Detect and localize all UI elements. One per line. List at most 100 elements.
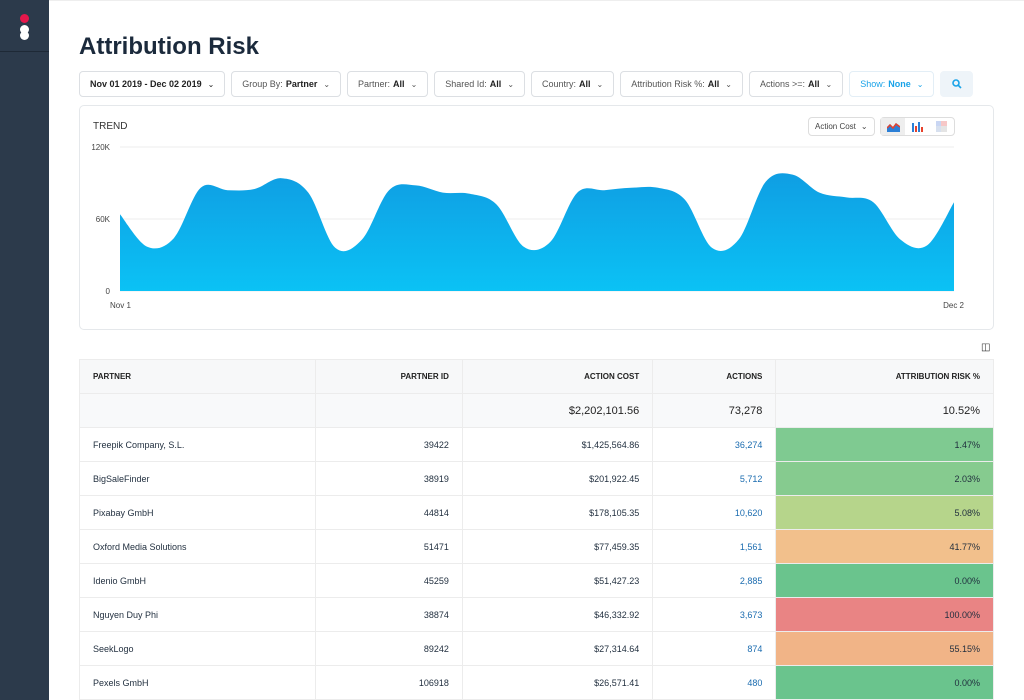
column-header[interactable]: ATTRIBUTION RISK %	[775, 359, 994, 394]
data-point[interactable]	[195, 182, 207, 194]
filter-label: Group By:	[242, 79, 283, 89]
data-point[interactable]	[679, 194, 691, 206]
heatmap-icon[interactable]	[930, 118, 954, 135]
y-tick-label: 60K	[96, 215, 111, 224]
action-cost: $27,314.64	[461, 631, 654, 666]
action-cost: $77,459.35	[461, 529, 654, 564]
bar-chart-icon[interactable]	[905, 118, 929, 135]
data-point[interactable]	[813, 187, 825, 199]
sidebar	[0, 0, 49, 700]
table-row[interactable]: Idenio GmbH 45259 $51,427.23 2,885 0.00%	[79, 563, 994, 598]
filter-5-dropdown[interactable]: Attribution Risk %: All ⌄	[620, 71, 743, 97]
data-point[interactable]	[840, 191, 852, 203]
data-point[interactable]	[464, 188, 476, 200]
action-cost: $1,425,564.86	[461, 427, 654, 462]
data-point[interactable]	[222, 184, 234, 196]
data-point[interactable]	[249, 183, 261, 195]
risk-cell: 5.08%	[775, 495, 994, 530]
data-point[interactable]	[356, 233, 368, 245]
logo-dot	[20, 14, 29, 23]
cell	[79, 393, 316, 428]
column-header[interactable]: PARTNER	[79, 359, 316, 394]
partner-id: 38874	[314, 597, 463, 632]
data-point[interactable]	[437, 187, 449, 199]
filter-bar: Nov 01 2019 - Dec 02 2019 ⌄ Group By: Part…	[79, 71, 974, 97]
filter-label: Attribution Risk %:	[631, 79, 705, 89]
column-header[interactable]: PARTNER ID	[314, 359, 463, 394]
filter-value: None	[888, 79, 911, 89]
data-point[interactable]	[141, 241, 153, 253]
data-point[interactable]	[491, 199, 503, 211]
data-point[interactable]	[275, 172, 287, 184]
page-title: Attribution Risk	[79, 33, 259, 60]
filter-3-dropdown[interactable]: Shared Id: All ⌄	[434, 71, 526, 97]
data-point[interactable]	[168, 232, 180, 244]
partner-name: Idenio GmbH	[79, 563, 316, 598]
data-point[interactable]	[948, 196, 960, 208]
filter-2-dropdown[interactable]: Partner: All ⌄	[347, 71, 429, 97]
filter-4-dropdown[interactable]: Country: All ⌄	[531, 71, 615, 97]
column-header[interactable]: ACTION COST	[461, 359, 654, 394]
filter-label: Shared Id:	[445, 79, 487, 89]
data-point[interactable]	[760, 176, 772, 188]
table-row[interactable]: Oxford Media Solutions 51471 $77,459.35 1,5…	[79, 529, 994, 564]
data-point[interactable]	[571, 187, 583, 199]
data-point[interactable]	[894, 233, 906, 245]
filter-value: All	[489, 79, 502, 89]
columns-icon[interactable]: ◫	[981, 342, 991, 353]
table-row[interactable]: SeekLogo 89242 $27,314.64 874 55.15%	[79, 631, 994, 666]
action-cost: $201,922.45	[461, 461, 654, 496]
data-point[interactable]	[706, 242, 718, 254]
logo-dot	[20, 31, 29, 40]
partner-id: 44814	[314, 495, 463, 530]
filter-6-dropdown[interactable]: Actions >=: All ⌄	[749, 71, 844, 97]
data-point[interactable]	[652, 182, 664, 194]
table-row[interactable]: Pexels GmbH 106918 $26,571.41 480 0.00%	[79, 665, 994, 700]
table-row[interactable]: Nguyen Duy Phi 38874 $46,332.92 3,673 100.00…	[79, 597, 994, 632]
total-cost: $2,202,101.56	[461, 393, 654, 428]
logo-dot	[20, 25, 29, 34]
filter-7-dropdown[interactable]: Show: None ⌄	[849, 71, 935, 97]
filter-0-dropdown[interactable]: Nov 01 2019 - Dec 02 2019 ⌄	[79, 71, 226, 97]
table-row[interactable]: BigSaleFinder 38919 $201,922.45 5,712 2.03%	[79, 461, 994, 496]
action-cost: $26,571.41	[461, 665, 654, 700]
data-point[interactable]	[383, 184, 395, 196]
actions-link[interactable]: 874	[652, 631, 777, 666]
logo[interactable]	[0, 0, 49, 52]
data-point[interactable]	[625, 182, 637, 194]
data-point[interactable]	[114, 208, 126, 220]
data-point[interactable]	[544, 236, 556, 248]
table-row[interactable]: Pixabay GmbH 44814 $178,105.35 10,620 5.08%	[79, 495, 994, 530]
data-point[interactable]	[733, 233, 745, 245]
actions-link[interactable]: 10,620	[652, 495, 777, 530]
total-risk: 10.52%	[775, 393, 994, 428]
actions-link[interactable]: 3,673	[652, 597, 777, 632]
y-tick-label: 0	[106, 287, 111, 296]
metric-select[interactable]: Action Cost ⌄	[808, 117, 875, 136]
partner-name: Pexels GmbH	[79, 665, 316, 700]
actions-link[interactable]: 480	[652, 665, 777, 700]
search-button[interactable]	[940, 71, 974, 97]
filter-1-dropdown[interactable]: Group By: Partner ⌄	[231, 71, 342, 97]
metric-value: Action Cost	[815, 122, 856, 131]
x-tick-label: Dec 2	[943, 301, 964, 310]
data-point[interactable]	[867, 196, 879, 208]
data-point[interactable]	[410, 179, 422, 191]
actions-link[interactable]: 5,712	[652, 461, 777, 496]
column-header[interactable]: ACTIONS	[652, 359, 777, 394]
chevron-down-icon: ⌄	[507, 79, 515, 89]
table-row[interactable]: Freepik Company, S.L. 39422 $1,425,564.86 3…	[79, 427, 994, 462]
data-point[interactable]	[787, 169, 799, 181]
actions-link[interactable]: 1,561	[652, 529, 777, 564]
area-chart-icon[interactable]	[881, 118, 906, 135]
data-point[interactable]	[518, 241, 530, 253]
partner-id: 106918	[314, 665, 463, 700]
partner-name: Freepik Company, S.L.	[79, 427, 316, 462]
data-point[interactable]	[598, 184, 610, 196]
data-point[interactable]	[921, 239, 933, 251]
actions-link[interactable]: 2,885	[652, 563, 777, 598]
data-point[interactable]	[329, 242, 341, 254]
totals-row: $2,202,101.56 73,278 10.52%	[79, 393, 994, 428]
data-point[interactable]	[302, 187, 314, 199]
actions-link[interactable]: 36,274	[652, 427, 777, 462]
